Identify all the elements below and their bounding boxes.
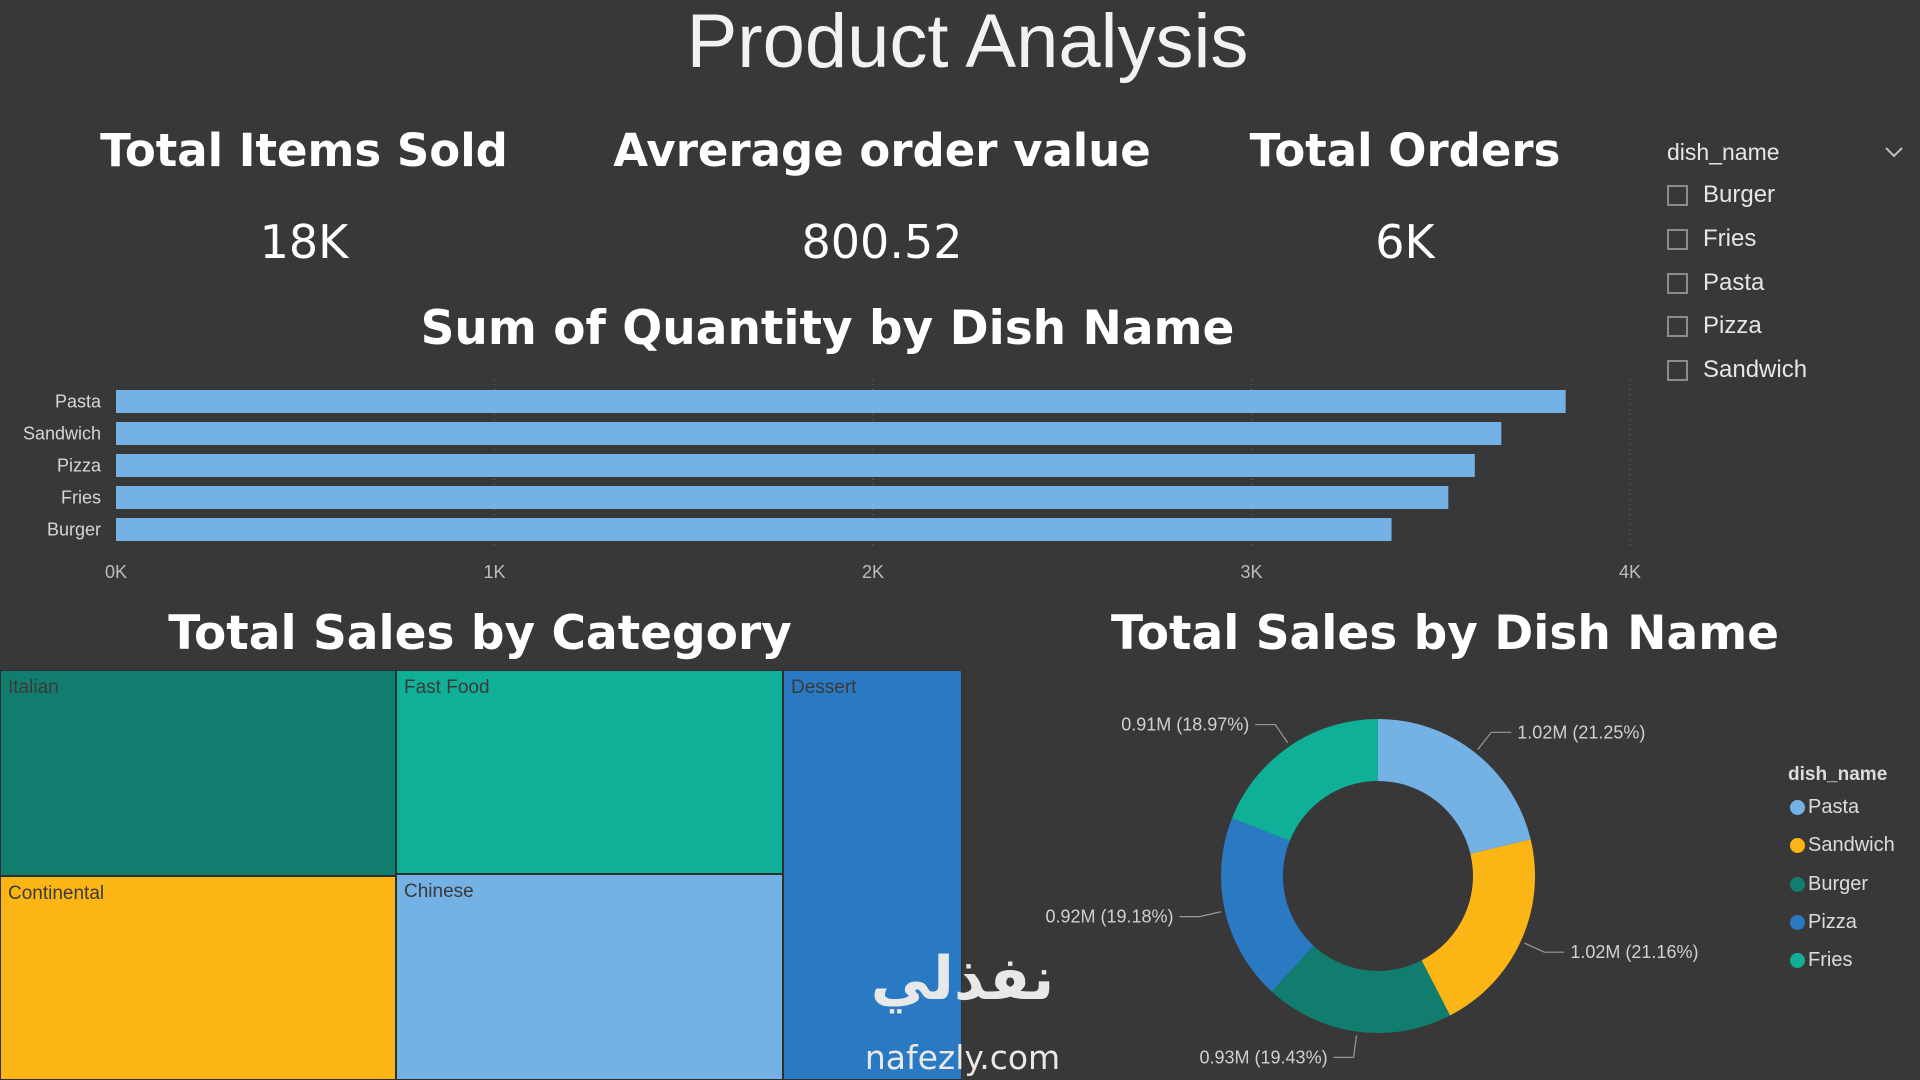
legend-dot	[1790, 876, 1805, 892]
y-category-label: Fries	[61, 488, 101, 508]
bar-fries[interactable]	[116, 486, 1449, 509]
x-tick-label: 3K	[1240, 562, 1262, 582]
x-tick-label: 2K	[862, 562, 884, 582]
data-label: 0.91M (18.97%)	[1121, 715, 1249, 735]
y-category-label: Pizza	[57, 456, 102, 476]
legend-item-pasta[interactable]: Pasta	[1790, 794, 1859, 820]
bar-burger[interactable]	[116, 518, 1392, 541]
checkbox[interactable]	[1667, 359, 1688, 381]
donut-slice-pizza[interactable]	[1221, 817, 1314, 992]
donut-chart: 1.02M (21.25%) 1.02M (21.16%) 0.93M (19.43…	[1045, 715, 1698, 1068]
watermark-logo: نفذلي	[870, 944, 1055, 1014]
chevron-down-icon[interactable]	[1884, 142, 1904, 162]
x-tick-label: 0K	[105, 562, 127, 582]
page-title: Product Analysis	[686, 0, 1249, 84]
checkbox[interactable]	[1667, 272, 1688, 294]
data-label: 1.02M (21.25%)	[1517, 722, 1645, 742]
tile-label: Dessert	[791, 677, 857, 698]
kpi-aov-value: 800.52	[801, 215, 963, 269]
watermark-url: nafezly.com	[864, 1038, 1061, 1077]
slicer-item-pasta[interactable]: Pasta	[1667, 268, 1764, 298]
legend-label: Pasta	[1808, 795, 1860, 818]
slicer-item-label: Pizza	[1703, 312, 1762, 339]
bar-pasta[interactable]	[116, 390, 1566, 413]
donut-title: Total Sales by Dish Name	[1110, 606, 1780, 661]
legend-dot	[1790, 799, 1805, 815]
legend-label: Sandwich	[1808, 833, 1895, 856]
slicer-item-burger[interactable]: Burger	[1667, 180, 1775, 210]
y-category-label: Sandwich	[23, 424, 101, 444]
legend-title: dish_name	[1788, 764, 1888, 785]
legend-dot	[1790, 914, 1805, 930]
kpi-total-items-value: 18K	[259, 215, 349, 269]
slicer-item-label: Pasta	[1703, 269, 1765, 296]
tile-label: Chinese	[404, 881, 474, 902]
x-tick-label: 1K	[483, 562, 505, 582]
tile-label: Italian	[8, 677, 59, 698]
slicer-item-pizza[interactable]: Pizza	[1667, 311, 1762, 341]
leader-line	[1477, 731, 1512, 750]
kpi-total-items-label: Total Items Sold	[100, 124, 508, 177]
leader-line	[1179, 911, 1222, 918]
slicer-item-sandwich[interactable]: Sandwich	[1667, 355, 1807, 385]
legend-label: Pizza	[1808, 910, 1857, 933]
checkbox[interactable]	[1667, 228, 1688, 250]
kpi-total-orders-value: 6K	[1375, 215, 1435, 269]
legend-item-burger[interactable]: Burger	[1790, 871, 1868, 897]
data-label: 0.92M (19.18%)	[1045, 907, 1173, 927]
leader-line	[1333, 1035, 1358, 1058]
bar-chart-title: Sum of Quantity by Dish Name	[420, 301, 1235, 356]
treemap-title: Total Sales by Category	[168, 606, 792, 661]
checkbox[interactable]	[1667, 315, 1688, 337]
treemap-tile-dessert[interactable]: Dessert	[783, 670, 962, 1080]
checkbox[interactable]	[1667, 184, 1688, 206]
treemap-tile-continental[interactable]: Continental	[0, 876, 396, 1080]
tile-label: Continental	[8, 883, 105, 904]
donut-slice-sandwich[interactable]	[1421, 839, 1535, 1016]
kpi-total-orders-label: Total Orders	[1249, 124, 1561, 177]
treemap-tile-chinese[interactable]: Chinese	[396, 874, 783, 1080]
slicer-title: dish_name	[1667, 139, 1780, 165]
treemap: Italian Continental Fast Food Chinese De…	[0, 670, 962, 1080]
legend-label: Burger	[1808, 872, 1869, 895]
tile-label: Fast Food	[404, 677, 490, 698]
bar-chart: Pasta Sandwich Pizza Fries Burger 0K 1K 2K 3K 4K	[23, 379, 1641, 582]
treemap-tile-fast-food[interactable]: Fast Food	[396, 670, 783, 874]
treemap-tile-italian[interactable]: Italian	[0, 670, 396, 876]
donut-slice-burger[interactable]	[1271, 945, 1451, 1033]
slicer-item-label: Burger	[1703, 181, 1776, 208]
legend-dot	[1790, 837, 1805, 853]
legend-item-pizza[interactable]: Pizza	[1790, 909, 1857, 935]
legend-item-sandwich[interactable]: Sandwich	[1790, 832, 1895, 858]
legend-label: Fries	[1808, 948, 1853, 971]
slicer-item-label: Sandwich	[1703, 356, 1808, 383]
legend-dot	[1790, 952, 1805, 968]
y-category-label: Burger	[47, 520, 101, 540]
kpi-aov-label: Avrerage order value	[613, 124, 1151, 177]
y-category-label: Pasta	[55, 392, 102, 412]
leader-line	[1255, 723, 1289, 744]
donut-slice-pasta[interactable]	[1378, 719, 1531, 854]
data-label: 1.02M (21.16%)	[1570, 942, 1698, 962]
slicer-item-fries[interactable]: Fries	[1667, 224, 1756, 254]
slicer-item-label: Fries	[1703, 225, 1757, 252]
donut-slice-fries[interactable]	[1232, 719, 1378, 841]
bar-sandwich[interactable]	[116, 422, 1502, 445]
bar-pizza[interactable]	[116, 454, 1475, 477]
leader-line	[1524, 942, 1565, 953]
data-label: 0.93M (19.43%)	[1200, 1047, 1328, 1067]
x-tick-label: 4K	[1619, 562, 1641, 582]
legend-item-fries[interactable]: Fries	[1790, 947, 1852, 973]
